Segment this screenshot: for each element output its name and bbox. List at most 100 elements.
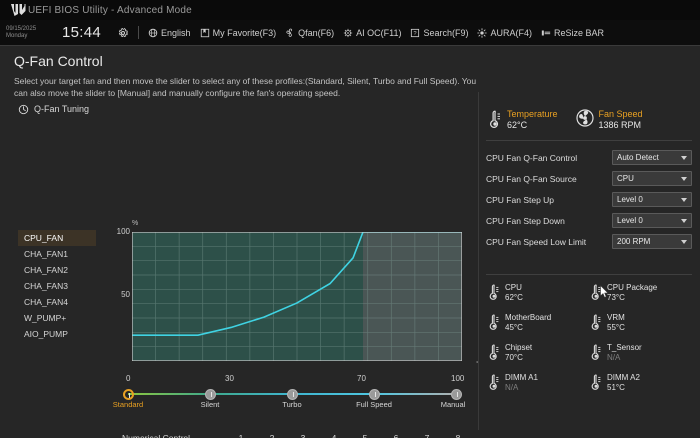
dropdown-value: Auto Detect (617, 153, 659, 163)
fan-icon (575, 109, 594, 127)
dropdown-value: Level 0 (617, 195, 643, 205)
slider-knob-silent[interactable] (205, 388, 216, 400)
date-text: 09/15/2025 (6, 26, 37, 33)
slider-knob-manual[interactable] (451, 388, 462, 400)
dropdown-step-up[interactable]: Level 0 (612, 192, 692, 208)
fan-curve-chart[interactable]: % °C 100 50 0 30 70 100 (112, 220, 484, 383)
slider-segment-0 (128, 392, 210, 395)
sensor-motherboard: MotherBoard 45°C (488, 313, 590, 333)
q-fan-tuning-link[interactable]: Q-Fan Tuning (0, 100, 478, 115)
slider-label-turbo[interactable]: Turbo (282, 399, 302, 409)
sensor-value: 45°C (505, 323, 523, 333)
dropdown-step-down[interactable]: Level 0 (612, 213, 692, 229)
slider-label-standard[interactable]: Standard (112, 399, 144, 409)
sensor-cpu-package: CPU Package 73°C (590, 283, 692, 303)
nav-aura[interactable]: AURA(F4) (477, 28, 532, 38)
gear-icon (118, 27, 129, 37)
thermometer-icon (489, 374, 499, 390)
chart-active-region (132, 231, 363, 361)
fan-list-item-w-pump[interactable]: W_PUMP+ (24, 312, 67, 323)
hardware-monitor-panel: Temperature 62°C Fan Speed 1386 RPM (478, 99, 700, 438)
clock-dial-icon (18, 104, 29, 114)
slider-segment-3 (374, 392, 456, 395)
monitor-divider-bottom (486, 274, 692, 276)
setting-row-qfan-source: CPU Fan Q-Fan Source CPU (486, 168, 692, 189)
fan-list-item-cha-fan3[interactable]: CHA_FAN3 (24, 280, 68, 291)
clock-text: 15:44 (62, 24, 102, 41)
thermometer-icon (489, 284, 499, 300)
bookmark-icon (200, 28, 209, 37)
settings-button[interactable] (117, 27, 129, 39)
dropdown-speed-low-limit[interactable]: 200 RPM (612, 234, 692, 250)
sensor-cpu: CPU 62°C (488, 283, 590, 303)
knob-grip (210, 391, 212, 397)
nav-qfan-label: Qfan(F6) (298, 27, 335, 38)
knob-grip (456, 391, 458, 397)
kpi-fan-speed-value: 1386 RPM (598, 119, 642, 130)
chart-gridlines (132, 231, 462, 361)
kpi-temperature: Temperature 62°C (488, 109, 558, 132)
x-tick-70: 70 (357, 373, 366, 383)
setting-row-step-up: CPU Fan Step Up Level 0 (486, 189, 692, 210)
x-tick-30: 30 (225, 373, 234, 383)
setting-label: CPU Fan Step Up (486, 194, 555, 205)
slider-track[interactable] (123, 388, 462, 400)
nav-divider (138, 26, 140, 39)
slider-knob-turbo[interactable] (287, 388, 298, 400)
nav-resize-bar-label: ReSize BAR (553, 27, 605, 38)
y-tick-100: 100 (116, 226, 130, 236)
knob-grip (128, 392, 130, 398)
setting-row-step-down: CPU Fan Step Down Level 0 (486, 210, 692, 231)
kpi-temperature-text: Temperature 62°C (507, 109, 558, 132)
window-title: UEFI BIOS Utility - Advanced Mode (28, 4, 192, 16)
aura-icon (477, 27, 488, 38)
thermometer-icon (591, 284, 601, 300)
index-cell: 2 (258, 433, 286, 438)
index-cell: 1 (227, 433, 255, 438)
y-tick-50: 50 (121, 289, 130, 299)
dropdown-qfan-control[interactable]: Auto Detect (612, 150, 692, 166)
sensor-name: MotherBoard (505, 313, 552, 323)
row-label-numerical-control: Numerical Control (122, 433, 227, 438)
monitor-kpis: Temperature 62°C Fan Speed 1386 RPM (478, 100, 700, 132)
slider-knob-full-speed[interactable] (369, 388, 380, 400)
chevron-down-icon (681, 218, 687, 223)
header-divider (0, 45, 700, 46)
nav-ai-oc[interactable]: AI OC(F11) (343, 28, 401, 38)
setting-row-qfan-control: CPU Fan Q-Fan Control Auto Detect (486, 147, 692, 168)
nav-my-favorite[interactable]: My Favorite(F3) (200, 28, 276, 38)
fan-list-item-cha-fan1[interactable]: CHA_FAN1 (24, 248, 68, 259)
fan-curve-plot[interactable] (132, 231, 462, 361)
thermometer-icon (591, 374, 601, 390)
dropdown-qfan-source[interactable]: CPU (612, 171, 692, 187)
setting-label: CPU Fan Q-Fan Control (486, 152, 578, 163)
sensor-name: DIMM A2 (607, 373, 640, 383)
fan-list-item-cha-fan4[interactable]: CHA_FAN4 (24, 296, 68, 307)
slider-label-silent[interactable]: Silent (200, 399, 220, 409)
page-title: Q-Fan Control (14, 53, 103, 69)
fan-profile-slider[interactable]: Standard Silent Turbo Full Speed Manual (113, 388, 465, 418)
sensor-value: 51°C (607, 383, 625, 393)
table-header-row: Numerical Control 1 2 3 4 5 6 7 8 (122, 430, 472, 438)
index-cell: 8 (444, 433, 472, 438)
nav-qfan[interactable]: Qfan(F6) (285, 28, 334, 38)
knob-grip (292, 391, 294, 397)
nav-search-label: Search(F9) (423, 27, 469, 38)
nav-language[interactable]: English (148, 28, 191, 38)
fan-list-item-cpu-fan[interactable]: CPU_FAN (18, 229, 96, 246)
sensor-name: T_Sensor (607, 343, 642, 353)
index-cell: 7 (413, 433, 441, 438)
slider-label-manual[interactable]: Manual (440, 399, 466, 409)
thermometer-icon (591, 344, 601, 360)
fan-list-item-aio-pump[interactable]: AIO_PUMP (24, 328, 68, 339)
sensor-text: MotherBoard 45°C (505, 313, 551, 333)
nav-language-label: English (161, 27, 191, 38)
chart-inactive-region (363, 231, 462, 361)
slider-label-full-speed[interactable]: Full Speed (356, 399, 392, 409)
nav-search[interactable]: ? Search(F9) (410, 28, 468, 38)
slider-knob-standard[interactable] (123, 388, 134, 400)
qfan-panel: Q-Fan Tuning CPU_FAN CHA_FAN1 CHA_FAN2 C… (0, 100, 484, 438)
nav-resize-bar[interactable]: ReSize BAR (541, 28, 604, 38)
fan-list-item-cha-fan2[interactable]: CHA_FAN2 (24, 264, 68, 275)
nav-aura-label: AURA(F4) (490, 27, 532, 38)
